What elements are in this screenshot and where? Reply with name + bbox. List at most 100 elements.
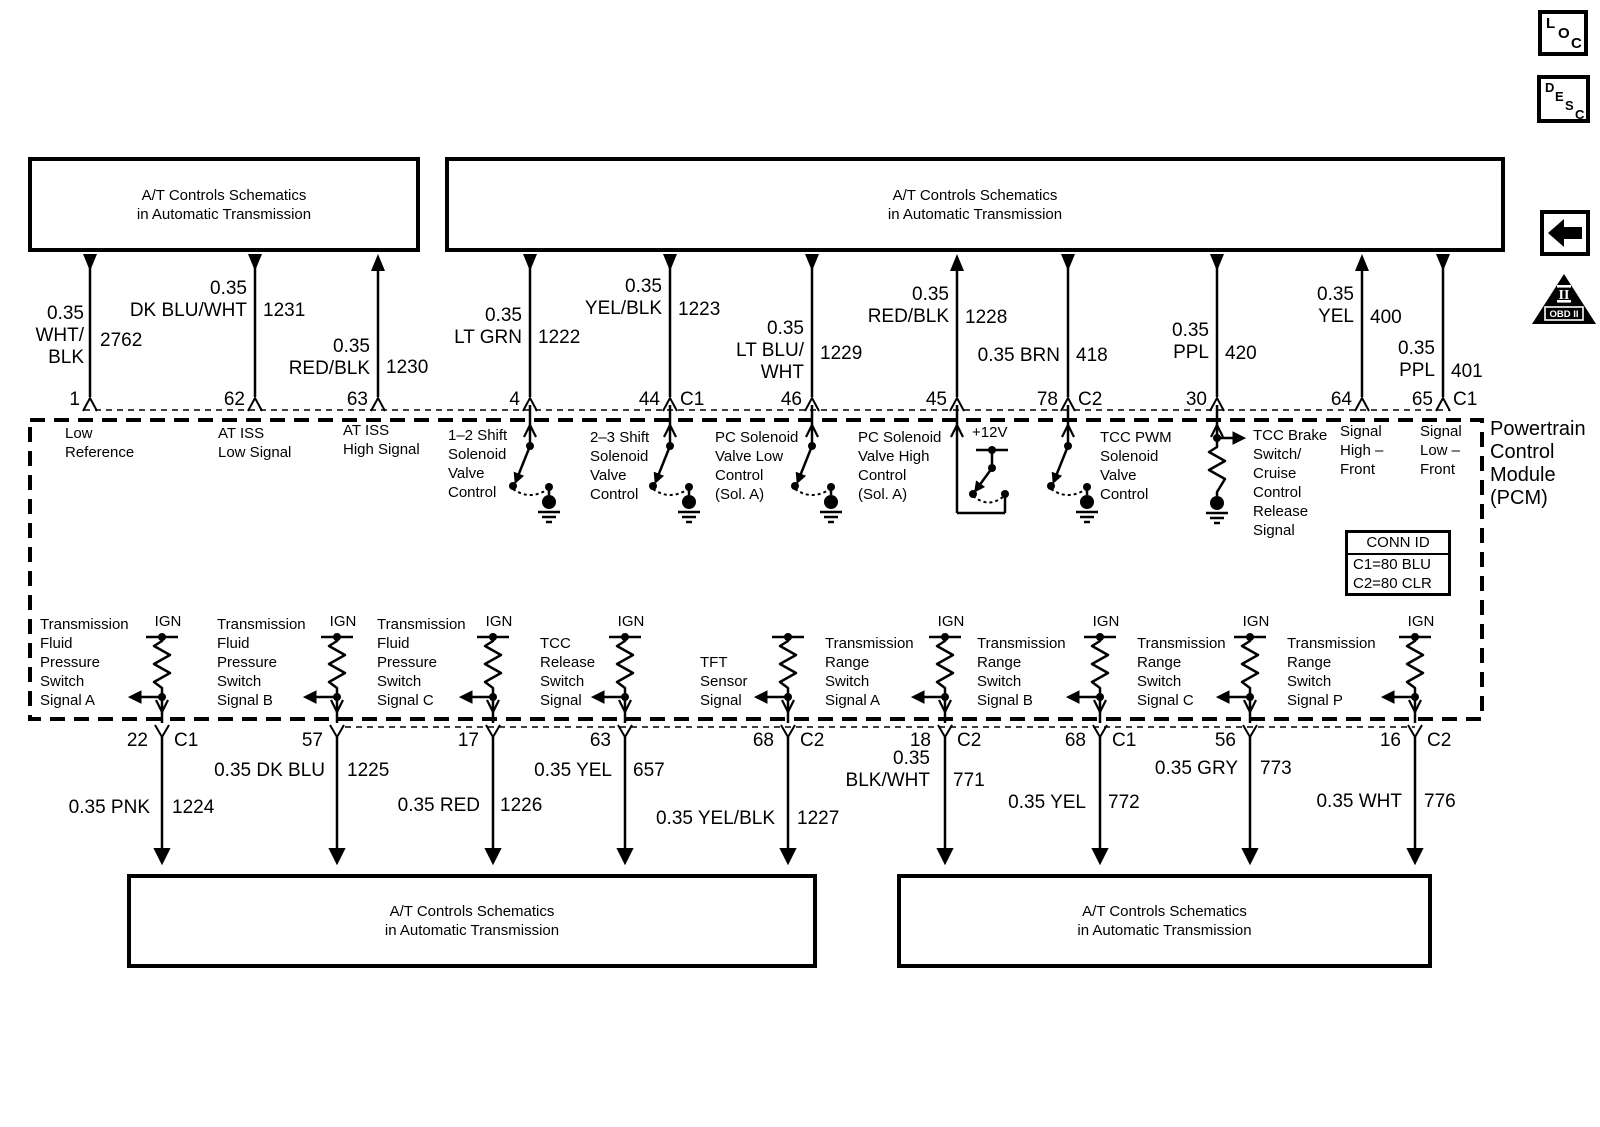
pcm-component	[950, 405, 1009, 515]
desc-button[interactable]: D E S C	[1537, 75, 1590, 123]
bottom-unit-771	[910, 633, 961, 866]
obd2-numeral: II	[1559, 288, 1570, 303]
arrow-up-icon	[950, 254, 964, 271]
direction-chevron-down-icon	[938, 699, 952, 714]
arrow-down-icon	[1436, 254, 1450, 271]
reference-box-text: A/T Controls Schematics	[141, 186, 307, 204]
top-wire-1228	[949, 254, 965, 412]
reference-box-text: A/T Controls Schematics	[1082, 903, 1247, 920]
bottom-unit-773	[1215, 633, 1266, 866]
switch-travel-arc	[652, 488, 689, 496]
switch-arm	[653, 445, 672, 485]
direction-chevron-up-icon	[805, 423, 819, 438]
pcm-function-label: 2–3 Shift Solenoid Valve Control	[590, 429, 650, 503]
top-wire-2762	[82, 254, 98, 412]
switch-arm	[1051, 445, 1070, 485]
ign-label: IGN	[617, 613, 645, 630]
pin-connector-icon	[1354, 397, 1370, 412]
pcm-function-label: Low Reference	[65, 425, 135, 461]
pcm-function-label: PC Solenoid Valve Low Control (Sol. A)	[715, 429, 799, 503]
wire-spec-1230: 0.35 RED/BLK	[288, 336, 370, 379]
pin-connector-icon	[154, 724, 170, 738]
connector-id: C2	[800, 730, 825, 751]
switch-travel-arc	[794, 488, 831, 496]
circuit-number: 657	[633, 760, 665, 781]
bottom-unit-776	[1380, 633, 1431, 866]
bottom-unit-1224	[127, 633, 178, 866]
pin-connector-icon	[1435, 397, 1451, 412]
reference-box-top_left: A/T Controls Schematics in Automatic Tran…	[28, 157, 420, 252]
pcm-function-label: Transmission Fluid Pressure Switch Signal C	[377, 616, 466, 709]
pin-number: 64	[1330, 389, 1352, 410]
bottom-unit-1225	[302, 633, 353, 866]
pin-number: 78	[1036, 389, 1058, 410]
circuit-number: 2762	[100, 330, 143, 351]
desc-letter: C	[1575, 107, 1585, 122]
arrow-down-icon	[523, 254, 537, 271]
pcm-function-label: Transmission Fluid Pressure Switch Signal B	[217, 616, 306, 709]
arrow-down-icon	[1210, 254, 1224, 271]
wire-spec-1228: 0.35 RED/BLK	[867, 284, 949, 327]
pcm-component	[1206, 405, 1247, 525]
obd2-badge: II OBD II	[1532, 274, 1596, 329]
switch-arm	[795, 445, 814, 485]
pin-connector-icon	[82, 397, 98, 412]
pin-number: 45	[925, 389, 947, 410]
wire-spec-1229: 0.35 LT BLU/WHT	[736, 318, 804, 383]
resistor-icon	[1090, 637, 1110, 692]
pcm-function-label: Transmission Range Switch Signal A	[825, 635, 914, 709]
top-wire-1229	[804, 254, 820, 412]
pcm-function-label: AT ISS Low Signal	[218, 425, 292, 461]
back-arrow-button[interactable]	[1540, 210, 1590, 256]
arrow-down-icon	[83, 254, 97, 271]
reference-box-text: in Automatic Transmission	[1077, 922, 1252, 939]
desc-letter: E	[1555, 89, 1564, 104]
resistor-icon	[615, 637, 635, 692]
pin-connector-icon	[949, 397, 965, 412]
top-wire-400	[1354, 254, 1370, 412]
pin-connector-icon	[1092, 724, 1108, 738]
circuit-number: 418	[1076, 345, 1108, 366]
top-wire-1223	[662, 254, 678, 412]
direction-chevron-down-icon	[1243, 699, 1257, 714]
reference-box-top_right: A/T Controls Schematics in Automatic Tran…	[445, 157, 1505, 252]
bottom-unit-1226	[458, 633, 509, 866]
loc-button[interactable]: L O C	[1538, 10, 1588, 56]
pin-number: 22	[126, 730, 148, 751]
top-wire-418	[1060, 254, 1076, 412]
pin-number: 18	[909, 730, 931, 751]
junction-dot	[545, 483, 553, 491]
loc-letter: L	[1546, 15, 1556, 32]
circuit-number: 1224	[172, 797, 215, 818]
circuit-number: 420	[1225, 343, 1257, 364]
pcm-function-label: PC Solenoid Valve High Control (Sol. A)	[858, 429, 942, 503]
direction-chevron-down-icon	[155, 699, 169, 714]
junction-dot	[1001, 490, 1009, 498]
ground-dot	[682, 495, 696, 509]
ign-label: IGN	[937, 613, 965, 630]
pcm-function-label: Transmission Range Switch Signal C	[1137, 635, 1226, 709]
circuit-number: 776	[1424, 791, 1456, 812]
top-wire-1222	[522, 254, 538, 412]
junction-dot	[969, 490, 977, 498]
junction-dot	[988, 446, 996, 454]
pcm-component	[1047, 405, 1098, 524]
pin-connector-icon	[329, 724, 345, 738]
connector-id: C2	[1427, 730, 1452, 751]
reference-box-text: A/T Controls Schematics	[389, 903, 555, 920]
wire-spec-1223: 0.35 YEL/BLK	[584, 276, 662, 319]
pcm-function-label: TCC Release Switch Signal	[540, 635, 596, 709]
pin-number: 1	[69, 389, 80, 410]
resistor-icon	[1207, 443, 1227, 496]
wire-spec-420: 0.35 PPL	[1172, 320, 1209, 363]
pin-number: 65	[1411, 389, 1433, 410]
connector-id: C1	[1112, 730, 1137, 751]
connector-id: C2	[1078, 389, 1103, 410]
pin-connector-icon	[522, 397, 538, 412]
circuit-number: 1231	[263, 300, 306, 321]
switch-travel-arc	[1050, 488, 1087, 496]
wire-spec-1224: 0.35 PNK	[68, 797, 150, 818]
wire-spec-1227: 0.35 YEL/BLK	[655, 808, 775, 829]
loc-letter: O	[1558, 25, 1570, 42]
